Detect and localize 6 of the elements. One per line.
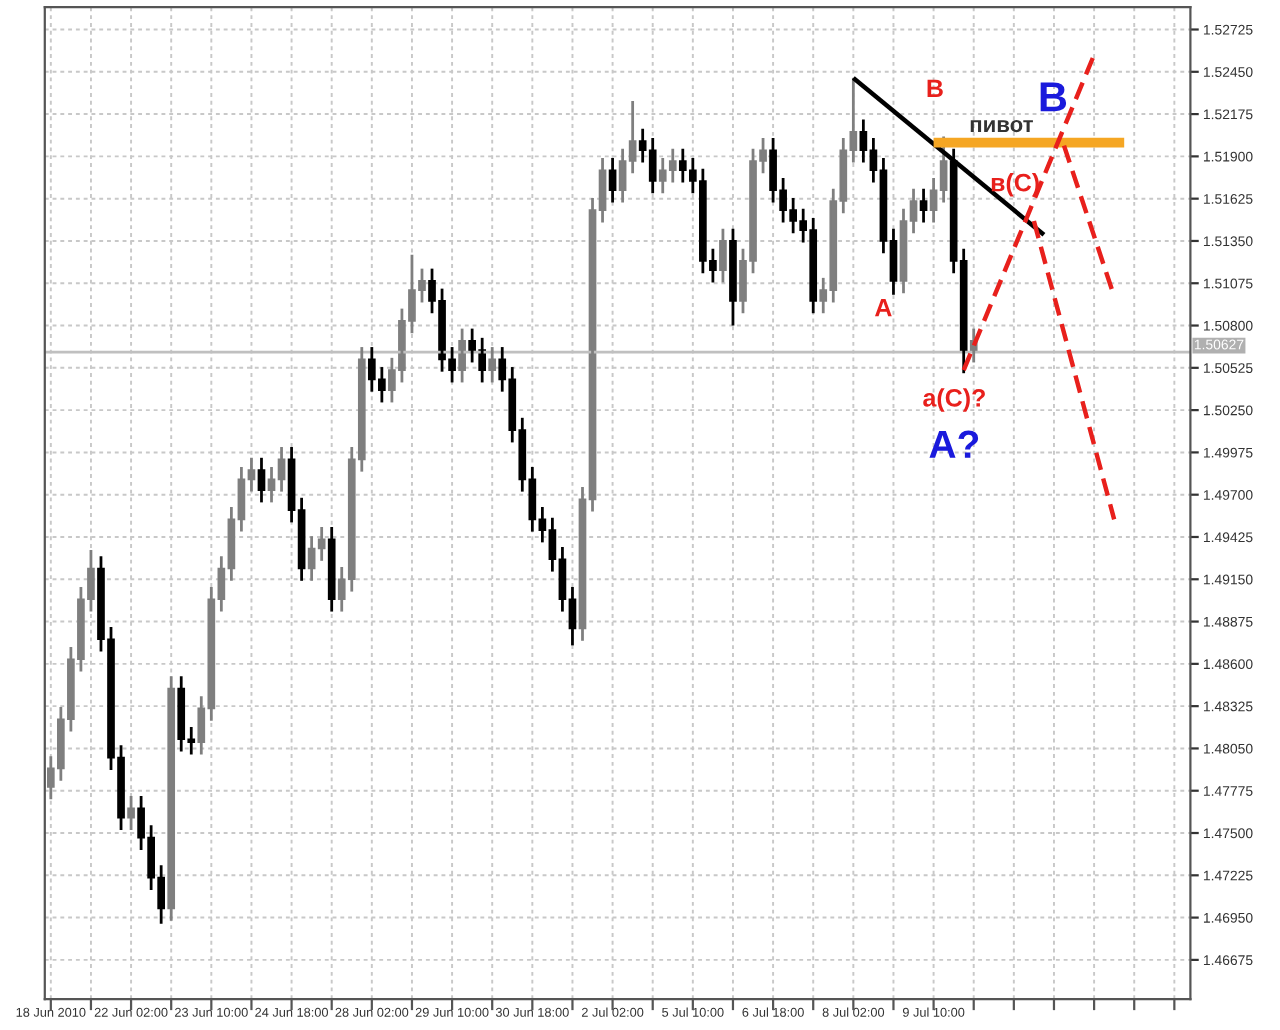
annotation: B bbox=[927, 79, 943, 97]
annotation: a(C)? bbox=[923, 388, 985, 412]
annotation: A? bbox=[929, 430, 979, 458]
annotation: A bbox=[874, 299, 892, 317]
annotation: пивот bbox=[970, 120, 1033, 133]
annotation: B bbox=[1040, 82, 1067, 112]
